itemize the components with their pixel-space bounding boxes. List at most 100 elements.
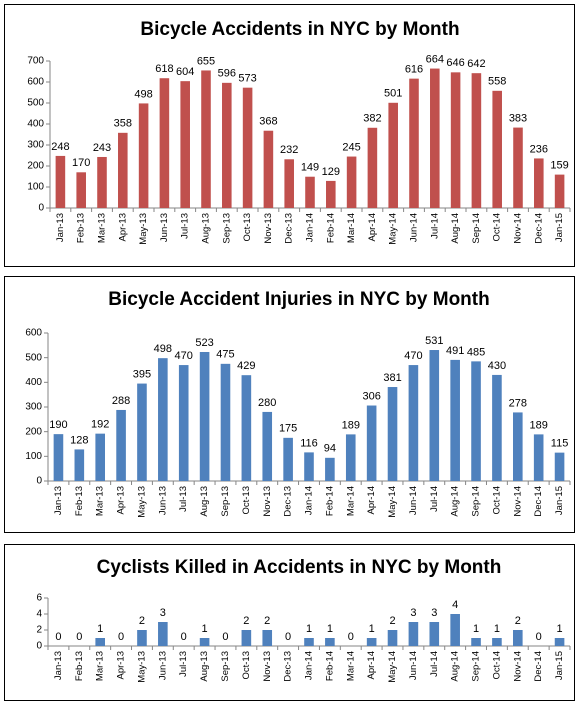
x-tick-label: Feb-13	[74, 651, 85, 681]
y-tick-label: 0	[36, 641, 42, 652]
x-tick-label: Feb-14	[325, 213, 336, 243]
bar	[53, 434, 64, 481]
y-tick-label: 400	[25, 377, 42, 388]
value-label: 4	[452, 599, 458, 611]
value-label: 1	[306, 623, 312, 635]
bar	[512, 412, 523, 481]
x-tick-label: May-13	[136, 486, 147, 518]
x-tick-label: Jul-14	[429, 486, 440, 512]
value-label: 192	[91, 419, 109, 431]
y-tick-label: 600	[25, 328, 42, 339]
value-label: 245	[342, 141, 360, 153]
x-tick-label: Jan-15	[554, 651, 565, 680]
x-tick-label: May-13	[136, 651, 147, 683]
x-tick-label: Aug-14	[450, 213, 461, 244]
x-tick-label: Oct-14	[491, 486, 502, 515]
x-tick-label: Feb-14	[324, 651, 335, 681]
x-tick-label: Nov-14	[512, 486, 523, 517]
x-tick-label: Dec-14	[533, 651, 544, 682]
value-label: 189	[530, 419, 548, 431]
value-label: 616	[405, 64, 423, 76]
bar	[554, 174, 565, 208]
bar	[429, 350, 440, 481]
bar	[367, 127, 378, 208]
value-label: 1	[327, 623, 333, 635]
x-tick-label: May-14	[387, 486, 398, 518]
x-tick-label: Nov-13	[262, 486, 273, 517]
value-label: 175	[279, 423, 297, 435]
panel-border	[4, 544, 575, 701]
value-label: 642	[467, 58, 485, 70]
bar	[283, 437, 293, 481]
bar	[55, 155, 66, 208]
value-label: 368	[259, 116, 277, 128]
x-tick-label: Jun-13	[159, 213, 170, 242]
x-tick-label: Jun-13	[157, 486, 168, 515]
x-tick-label: Oct-14	[492, 213, 503, 242]
x-tick-label: Sep-14	[471, 213, 482, 244]
bar	[263, 130, 274, 208]
bar	[201, 70, 211, 208]
y-tick-label: 100	[27, 182, 44, 193]
value-label: 618	[155, 63, 173, 75]
value-label: 248	[51, 141, 69, 153]
bar	[409, 78, 419, 208]
bar	[222, 82, 232, 208]
bar	[262, 411, 273, 481]
bar	[97, 156, 107, 208]
x-tick-label: Dec-14	[533, 486, 544, 517]
chart-panel: Cyclists Killed in Accidents in NYC by M…	[4, 544, 575, 701]
bar	[74, 449, 85, 481]
value-label: 395	[133, 368, 151, 380]
x-tick-label: Oct-13	[241, 486, 252, 515]
y-tick-label: 300	[25, 402, 42, 413]
value-label: 558	[488, 76, 506, 88]
x-tick-label: Oct-13	[242, 213, 253, 242]
bar	[450, 614, 460, 646]
bar	[138, 103, 149, 208]
bar	[199, 638, 210, 646]
bar	[513, 127, 523, 208]
bar	[325, 638, 335, 646]
bar	[387, 630, 398, 646]
x-tick-label: Jul-13	[178, 486, 189, 512]
value-label: 115	[551, 438, 569, 450]
x-tick-label: Oct-14	[491, 651, 502, 680]
x-tick-label: Jan-15	[554, 213, 565, 242]
value-label: 498	[154, 343, 172, 355]
bar	[159, 78, 170, 208]
bar	[241, 375, 252, 481]
value-label: 243	[93, 142, 111, 154]
value-label: 0	[55, 631, 61, 643]
value-label: 3	[431, 607, 437, 619]
bar	[241, 630, 252, 646]
value-label: 0	[118, 631, 124, 643]
x-tick-label: Aug-14	[450, 651, 461, 682]
value-label: 429	[237, 360, 255, 372]
y-tick-label: 0	[38, 203, 44, 214]
x-tick-label: Oct-13	[241, 651, 252, 680]
value-label: 1	[97, 623, 103, 635]
value-label: 278	[509, 397, 527, 409]
value-label: 2	[389, 615, 395, 627]
bar	[387, 387, 398, 481]
bar	[305, 176, 315, 208]
x-tick-label: Sep-13	[221, 213, 232, 244]
x-tick-label: Apr-14	[366, 486, 377, 515]
bar	[325, 457, 335, 481]
value-label: 0	[181, 631, 187, 643]
x-tick-label: Jul-14	[429, 651, 440, 677]
value-label: 128	[70, 434, 88, 446]
x-tick-label: Apr-13	[117, 213, 128, 242]
bar	[366, 405, 377, 481]
y-tick-label: 0	[36, 476, 42, 487]
bar	[262, 630, 273, 646]
x-tick-label: Apr-13	[116, 651, 127, 680]
value-label: 1	[494, 623, 500, 635]
bar	[76, 172, 86, 208]
x-tick-label: Aug-13	[199, 486, 210, 517]
value-label: 382	[363, 113, 381, 125]
bar	[512, 630, 523, 646]
bar	[554, 452, 565, 481]
